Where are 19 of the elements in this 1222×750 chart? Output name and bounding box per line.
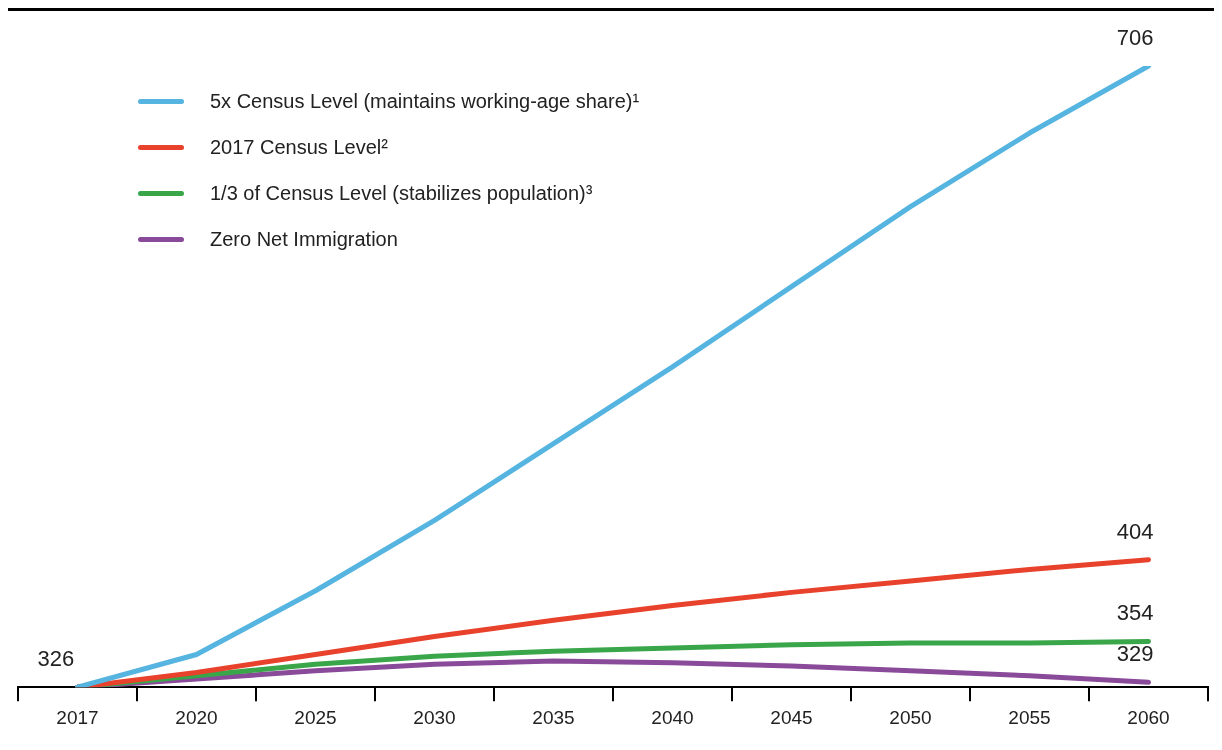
x-tick-label: 2020 [175, 706, 218, 728]
legend-label: 5x Census Level (maintains working-age share)¹ [210, 89, 640, 113]
x-tick-label: 2055 [1008, 706, 1051, 728]
x-tick-label: 2045 [770, 706, 813, 728]
x-tick-label: 2017 [56, 706, 99, 728]
x-tick-label: 2035 [532, 706, 575, 728]
legend-label: Zero Net Immigration [210, 227, 398, 251]
x-tick-label: 2025 [294, 706, 337, 728]
legend-label: 1/3 of Census Level (stabilizes population)³ [210, 181, 593, 205]
x-tick-label: 2040 [651, 706, 694, 728]
x-tick-label: 2030 [413, 706, 456, 728]
data-label: 326 [37, 646, 75, 672]
data-label: 354 [1116, 600, 1154, 626]
data-label: 329 [1116, 641, 1154, 667]
x-tick-label: 2050 [889, 706, 932, 728]
x-tick-label: 2060 [1127, 706, 1170, 728]
data-label: 404 [1116, 518, 1154, 544]
legend-label: 2017 Census Level² [210, 135, 388, 159]
data-label: 706 [1116, 25, 1154, 51]
